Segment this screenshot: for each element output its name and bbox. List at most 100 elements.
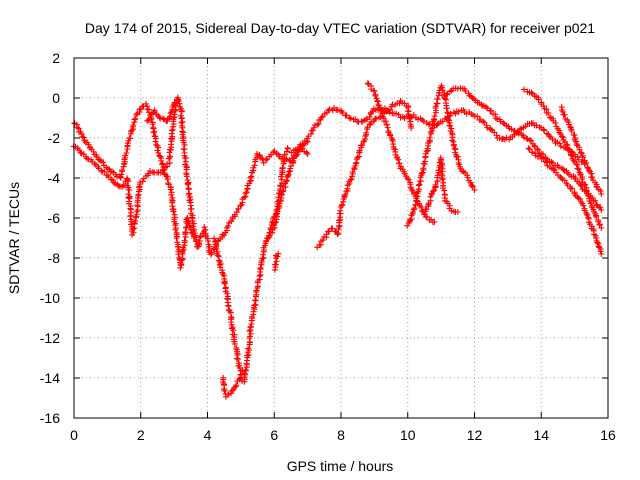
data-point [171,111,178,118]
axis-ticks: 0 2 4 6 8 10 12 14 16 -16 -14 -12 -10 -8 -6 -4 -2 0 2 [40,50,616,443]
data-point [172,107,179,114]
data-point [233,209,240,216]
data-point [583,159,590,166]
data-point [247,178,254,185]
data-point [597,187,604,194]
data-point [176,100,183,107]
data-point [371,87,378,94]
data-point [421,211,428,218]
data-point [211,235,218,242]
data-point [581,207,588,214]
data-point [287,163,294,170]
data-point [558,175,565,182]
data-point [130,225,137,232]
series-track-b [70,97,181,238]
data-point [598,207,605,213]
data-point [136,106,143,113]
series-track-g [314,97,415,251]
data-point [574,165,581,172]
data-point [362,133,369,140]
data-point [563,141,570,148]
data-point [127,213,134,220]
data-point [430,188,437,195]
data-point [576,146,583,153]
data-point [278,176,285,183]
x-tick-label: 4 [204,427,212,443]
data-point [257,264,264,271]
data-point [164,176,171,183]
data-point [101,168,108,175]
data-point [443,91,450,98]
data-point [170,123,177,130]
data-point [128,127,135,134]
data-point [426,134,433,141]
data-point [437,156,444,163]
data-point [150,129,157,136]
x-tick-label: 2 [137,427,145,443]
data-point [520,134,527,141]
series-track-p [271,250,282,273]
data-point [271,261,278,268]
data-point [279,164,286,171]
data-point [273,211,280,218]
data-point [118,167,125,174]
data-point [450,142,457,149]
data-point [535,96,542,103]
data-point [270,149,277,156]
data-point [559,108,566,115]
data-point [408,125,415,131]
data-point [341,193,348,200]
data-point [568,152,575,159]
data-point [175,98,182,105]
data-point [541,127,548,134]
data-point [376,104,383,111]
data-point [547,114,554,121]
data-point [376,114,383,121]
data-point [167,113,174,120]
data-point [156,114,163,121]
data-point [593,183,600,190]
data-point [274,253,281,260]
data-point [529,149,536,156]
chart-title: Day 174 of 2015, Sidereal Day-to-day VTE… [85,20,595,36]
data-point [372,92,379,99]
data-point [286,168,293,175]
data-point [149,121,156,128]
data-point [597,248,604,255]
x-tick-label: 0 [70,427,78,443]
data-point [534,146,541,153]
data-point [145,117,152,124]
data-point [577,149,584,156]
data-point [284,145,291,151]
data-point [260,251,267,258]
data-point [414,116,421,123]
data-point [167,153,174,160]
series-track-a [71,100,198,271]
data-point [167,186,174,193]
data-point [172,226,179,233]
data-point [471,187,478,193]
data-point [454,153,461,160]
data-point [363,129,370,136]
data-point [573,141,580,148]
data-point [492,115,499,122]
y-tick-label: -6 [48,210,61,226]
data-point [159,167,166,174]
data-point [405,176,412,183]
data-point [281,151,288,158]
data-point [576,169,583,176]
x-tick-label: 6 [270,427,278,443]
data-point [285,171,292,178]
y-tick-label: 0 [52,90,60,106]
data-point [550,166,557,173]
data-point [423,148,430,155]
data-point [110,179,117,186]
data-point [346,114,353,121]
data-point [76,147,83,154]
data-point [145,170,152,177]
data-point [560,166,567,173]
data-point [339,201,346,208]
data-point [569,185,576,192]
data-point [133,111,140,118]
